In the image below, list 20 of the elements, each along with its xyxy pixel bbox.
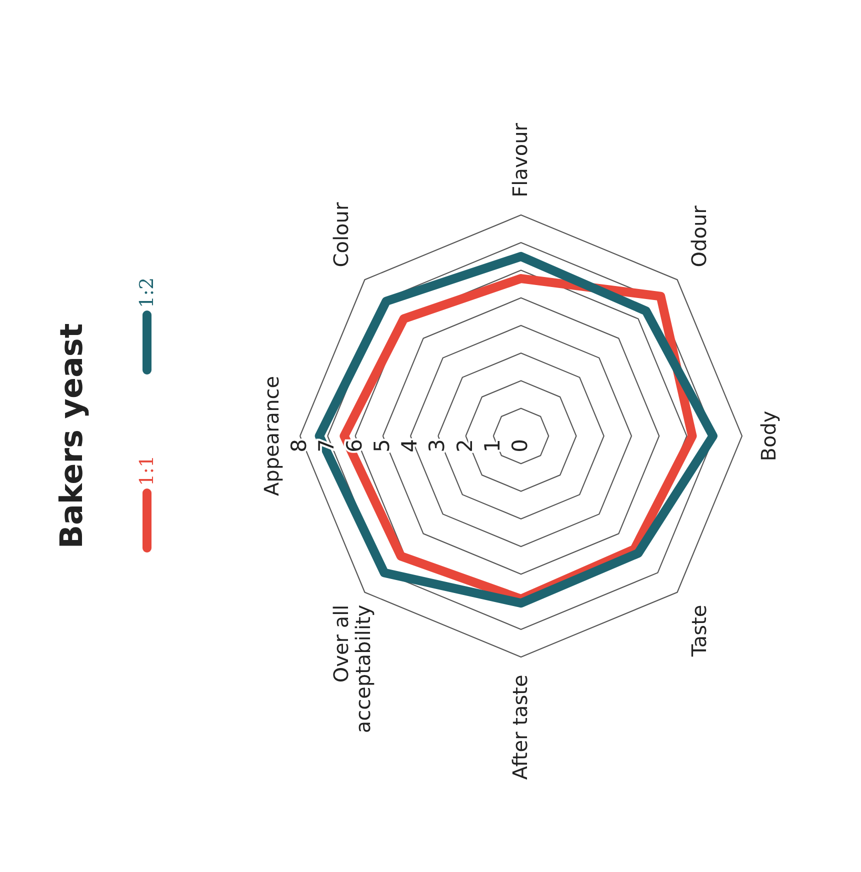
y-tick-label: 1	[480, 439, 504, 452]
spoke-label: Over all acceptability	[329, 604, 376, 734]
spoke-label: Flavour	[508, 122, 532, 198]
y-tick-label: 0	[508, 439, 532, 452]
y-tick-label: 6	[342, 439, 366, 452]
spoke-label: After taste	[508, 674, 532, 780]
spoke-label: Appearance	[259, 376, 284, 496]
y-tick-label: 7	[314, 439, 339, 452]
y-tick-label: 3	[425, 439, 450, 452]
y-tick-label: 5	[370, 439, 394, 452]
text: Bakers yeast	[54, 323, 90, 549]
spoke-label: Odour	[686, 204, 711, 268]
text: 1:1	[136, 455, 158, 486]
y-tick-label: 8	[287, 439, 311, 452]
spoke-label: Taste	[686, 604, 711, 658]
y-tick-label: 2	[452, 439, 477, 452]
spoke-label: Body	[756, 410, 781, 462]
y-tick-label: 4	[398, 439, 422, 452]
text: 1:2	[136, 277, 158, 308]
spoke-label: Colour	[329, 202, 354, 268]
